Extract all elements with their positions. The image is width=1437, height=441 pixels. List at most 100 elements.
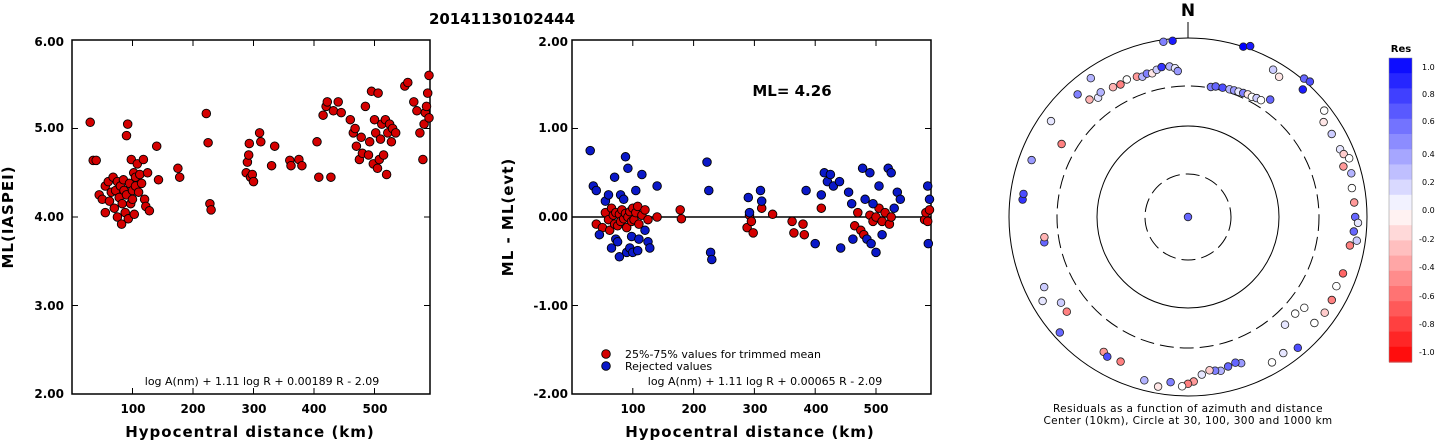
data-point [129,209,140,220]
data-point [121,130,132,141]
y-tick-labels: 2.00 3.00 4.00 5.00 6.00 [34,35,64,401]
data-point [142,168,153,178]
data-point [336,107,346,118]
data-point [173,163,183,174]
figure-title: 20141130102444 [429,10,575,28]
data-point [634,234,644,244]
ring-1000km [1008,37,1368,397]
station-marker [1267,358,1277,367]
station-marker [1293,343,1302,352]
legend-label-accepted: 25%-75% values for trimmed mean [625,348,821,361]
station-marker [1027,155,1036,165]
data-point [269,141,280,151]
colorbar-cell [1389,73,1412,89]
station-marker [1177,382,1187,391]
data-point [676,214,687,224]
ring-100km [1096,125,1280,309]
data-point [350,123,360,134]
y-tick-label: -1.00 [533,299,568,313]
data-point [767,209,778,220]
x-tick-label: 400 [301,402,326,416]
data-point [151,141,162,151]
data-point [886,168,896,178]
data-point [372,163,383,174]
data-point [390,128,401,138]
x-tick-label: 300 [742,402,767,416]
data-point [369,114,380,125]
data-point [243,150,254,160]
station-marker [1338,269,1348,278]
data-point [846,198,857,209]
data-point [922,181,933,191]
station-marker [1319,106,1329,115]
data-point [603,190,614,200]
data-point [631,185,641,196]
colorbar-tick-label: -0.2 [1419,235,1435,244]
data-point [100,207,111,218]
y-tick-label: 6.00 [34,35,64,49]
chart-ml-iaspei: 2.00 3.00 4.00 5.00 6.00 100 200 300 400… [0,35,434,441]
data-point [314,172,324,182]
data-point [248,176,259,187]
data-point [422,88,433,98]
legend-marker-rejected [601,361,611,371]
colorbar-tick-label: -0.8 [1419,320,1435,329]
data-point [853,207,863,218]
data-point [409,97,419,107]
data-point [889,203,899,213]
chart-azimuth-distance: N Residuals as a function of azimuth and… [1008,1,1368,427]
data-point [825,169,836,180]
data-point [326,172,336,182]
data-point [322,97,333,107]
station-marker [1332,282,1341,291]
data-point [606,243,617,253]
data-points [85,70,434,229]
data-point [843,187,854,197]
data-point [609,172,620,182]
x-tick-label: 500 [863,402,888,416]
colorbar-tick-label: 0.4 [1422,150,1435,159]
y-axis-label: ML(IASPEI) [0,165,17,268]
station-marker [1019,189,1028,199]
data-point [886,212,896,222]
data-point [857,163,868,174]
data-point [810,238,820,249]
station-markers [1018,36,1363,391]
data-point [415,128,425,138]
data-point [356,132,366,143]
colorbar-tick-label: 0.6 [1422,117,1435,126]
station-marker [1280,320,1290,329]
data-point [621,222,632,233]
data-point [604,225,615,236]
station-marker [1231,358,1240,367]
station-marker [1197,370,1206,379]
y-tick-label: 5.00 [34,121,64,135]
station-marker [1096,88,1105,97]
station-marker [1040,232,1049,242]
ring-300km [1056,85,1320,349]
station-marker [1057,139,1066,149]
north-label: N [1181,1,1195,21]
colorbar-cell [1389,286,1412,302]
data-point [112,212,123,222]
station-marker [1305,77,1315,86]
station-marker [1211,82,1220,91]
station-marker [1038,296,1047,306]
station-marker [1159,37,1168,46]
data-point [421,101,432,112]
colorbar-cell [1389,149,1412,165]
data-point [328,106,339,116]
data-point [860,194,870,205]
colorbar-cell [1389,179,1412,196]
data-point [866,238,876,249]
data-point [138,154,149,165]
data-point [640,205,650,215]
station-marker [1349,198,1359,207]
data-point [637,169,647,180]
station-marker [1265,95,1275,104]
tick-marks [72,39,430,395]
polar-caption-line2: Center (10km), Circle at 30, 100, 300 an… [1043,415,1332,427]
data-point [153,175,164,185]
x-tick-labels: 100 200 300 400 500 [620,402,888,416]
